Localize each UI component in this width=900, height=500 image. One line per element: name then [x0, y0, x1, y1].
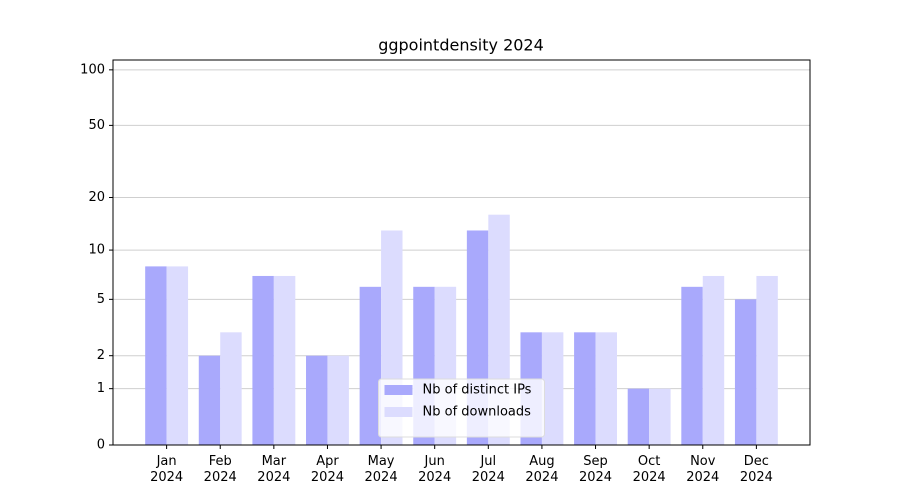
legend-swatch: [384, 407, 413, 417]
bar: [198, 355, 221, 445]
bar: [734, 299, 757, 445]
bar: [327, 355, 349, 445]
y-tick-label: 2: [97, 348, 105, 363]
bar: [273, 275, 296, 445]
bar: [702, 275, 725, 445]
legend-label: Nb of downloads: [423, 405, 532, 420]
y-tick-label: 0: [97, 438, 105, 453]
y-tick-label: 5: [97, 292, 105, 307]
bar: [756, 275, 778, 445]
plot-frame: [112, 59, 811, 446]
y-tick-label: 100: [80, 62, 105, 77]
bar: [306, 355, 328, 445]
y-tick-label: 10: [88, 243, 105, 258]
y-tick-label: 20: [88, 190, 105, 205]
y-tick-label: 50: [88, 118, 105, 133]
legend: Nb of distinct IPs Nb of downloads: [378, 378, 545, 438]
x-tick-label: Aug 2024: [525, 454, 558, 485]
x-tick-label: Apr 2024: [311, 454, 344, 485]
bar: [649, 388, 671, 445]
x-tick-label: Nov 2024: [686, 454, 719, 485]
bar: [252, 275, 274, 445]
x-tick-label: Jan 2024: [150, 454, 183, 485]
x-tick-label: Oct 2024: [633, 454, 666, 485]
bar: [166, 266, 189, 445]
x-tick-label: Feb 2024: [204, 454, 237, 485]
chart-title: ggpointdensity 2024: [378, 36, 544, 55]
x-tick-label: Mar 2024: [257, 454, 290, 485]
legend-swatch: [384, 385, 413, 395]
bar: [359, 286, 382, 445]
x-tick-label: Dec 2024: [740, 454, 773, 485]
y-tick-label: 1: [97, 381, 105, 396]
legend-box: [378, 378, 545, 438]
bar: [595, 332, 617, 445]
bar: [541, 332, 564, 445]
bar: [220, 332, 242, 445]
x-tick-label: Jun 2024: [418, 454, 451, 485]
legend-label: Nb of distinct IPs: [423, 383, 532, 398]
bar: [681, 286, 703, 445]
bar: [145, 266, 167, 445]
x-tick-label: Sep 2024: [579, 454, 612, 485]
bar: [574, 332, 596, 445]
bar: [627, 388, 650, 445]
x-tick-label: Jul 2024: [472, 454, 505, 485]
x-tick-label: May 2024: [365, 454, 398, 485]
